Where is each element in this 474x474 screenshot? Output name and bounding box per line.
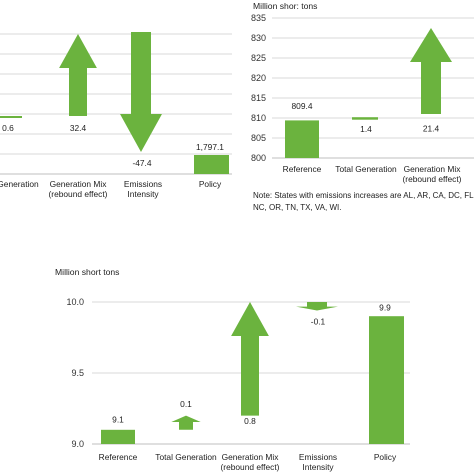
category-label: Policy: [199, 179, 222, 189]
top-right-waterfall-chart: Million shor: tons 800 805 810 815 820 825 830 8…: [251, 1, 474, 212]
category-label: Emissions Intensity: [124, 179, 162, 199]
category-label: Policy: [374, 452, 397, 462]
arrow-down-emissions-intensity: [296, 302, 338, 311]
y-tick-label: 825: [251, 53, 266, 63]
arrow-up-generation-mix: [231, 302, 269, 416]
data-label: 0.1: [180, 399, 192, 409]
y-tick-label: 810: [251, 113, 266, 123]
footnote-line: NC, OR, TN, TX, VA, WI.: [253, 203, 341, 212]
category-label: Reference: [283, 164, 322, 174]
data-label: 0.6: [2, 123, 14, 133]
y-tick-label: 805: [251, 133, 266, 143]
bar-policy: [194, 155, 229, 174]
arrow-up-generation-mix: [410, 28, 452, 114]
bar-generation: [0, 116, 22, 118]
y-axis-title: Million short tons: [55, 267, 119, 277]
data-label: 9.9: [379, 303, 391, 313]
category-label: Generation: [0, 179, 39, 189]
y-tick-label: 9.5: [71, 368, 84, 378]
data-label: -0.1: [311, 317, 326, 327]
data-label: 21.4: [423, 124, 440, 134]
category-label: Generation Mix (rebound effect): [221, 452, 280, 472]
data-label: -47.4: [132, 158, 151, 168]
data-label: 0.8: [244, 416, 256, 426]
category-label: Emissions Intensity: [299, 452, 337, 472]
category-label: Total Generation: [155, 452, 217, 462]
arrow-down-emissions-intensity: [120, 32, 162, 152]
data-label: 1.4: [360, 124, 372, 134]
y-tick-label: 815: [251, 93, 266, 103]
data-label: 1,797.1: [196, 142, 224, 152]
top-left-waterfall-chart: 0.6 32.4 -47.4 1,797.1 Generation Generation …: [0, 32, 232, 199]
y-axis-title: Million shor: tons: [253, 1, 317, 11]
bar-policy: [369, 316, 404, 444]
bottom-waterfall-chart: Million short tons 9.0 9.5 10.0 9.1 0.1 0.8 -0.…: [55, 267, 410, 472]
y-tick-label: 800: [251, 153, 266, 163]
category-label: Generation Mix (rebound effect): [403, 164, 462, 184]
bar-reference: [285, 120, 319, 158]
arrow-up-total-generation: [171, 415, 201, 430]
y-tick-label: 9.0: [71, 439, 84, 449]
y-tick-label: 820: [251, 73, 266, 83]
data-label: 809.4: [292, 101, 313, 111]
y-tick-label: 830: [251, 33, 266, 43]
bar-reference: [101, 429, 135, 444]
y-tick-label: 10.0: [66, 297, 84, 307]
category-label: Reference: [99, 452, 138, 462]
category-label: Generation Mix (rebound effect): [49, 179, 108, 199]
footnote-line: Note: States with emissions increases ar…: [253, 191, 474, 200]
bar-total-generation: [352, 117, 378, 120]
data-label: 32.4: [70, 123, 87, 133]
category-label: Total Generation: [335, 164, 397, 174]
data-label: 9.1: [112, 415, 124, 425]
y-tick-label: 835: [251, 13, 266, 23]
arrow-up-generation-mix: [59, 34, 97, 116]
